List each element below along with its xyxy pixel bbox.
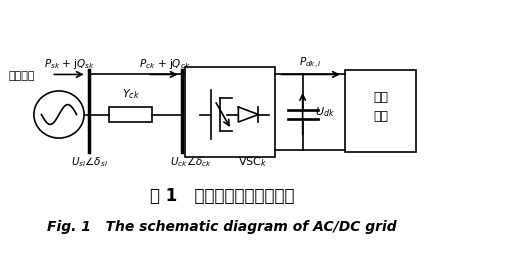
FancyBboxPatch shape	[345, 70, 415, 152]
Text: $P_{ck}$ + j$Q_{ck}$: $P_{ck}$ + j$Q_{ck}$	[138, 57, 190, 70]
Text: Fig. 1   The schematic diagram of AC/DC grid: Fig. 1 The schematic diagram of AC/DC gr…	[47, 220, 397, 234]
Text: 交流网络: 交流网络	[8, 71, 35, 81]
Text: VSC$_k$: VSC$_k$	[237, 156, 267, 170]
Text: $P_{dk,i}$: $P_{dk,i}$	[298, 56, 321, 71]
Text: 直流
网络: 直流 网络	[372, 91, 387, 123]
Text: 图 1   交直流电网接口示意图: 图 1 交直流电网接口示意图	[150, 187, 294, 205]
Text: $U_{dk}$: $U_{dk}$	[315, 105, 334, 119]
Text: $U_{ck}\angle\delta_{ck}$: $U_{ck}\angle\delta_{ck}$	[169, 156, 212, 170]
Text: $U_{si}\angle\delta_{si}$: $U_{si}\angle\delta_{si}$	[70, 155, 107, 168]
FancyBboxPatch shape	[184, 67, 274, 157]
Text: $Y_{ck}$: $Y_{ck}$	[122, 87, 139, 101]
Text: $P_{sk}$ + j$Q_{sk}$: $P_{sk}$ + j$Q_{sk}$	[44, 57, 95, 70]
FancyBboxPatch shape	[109, 107, 152, 122]
